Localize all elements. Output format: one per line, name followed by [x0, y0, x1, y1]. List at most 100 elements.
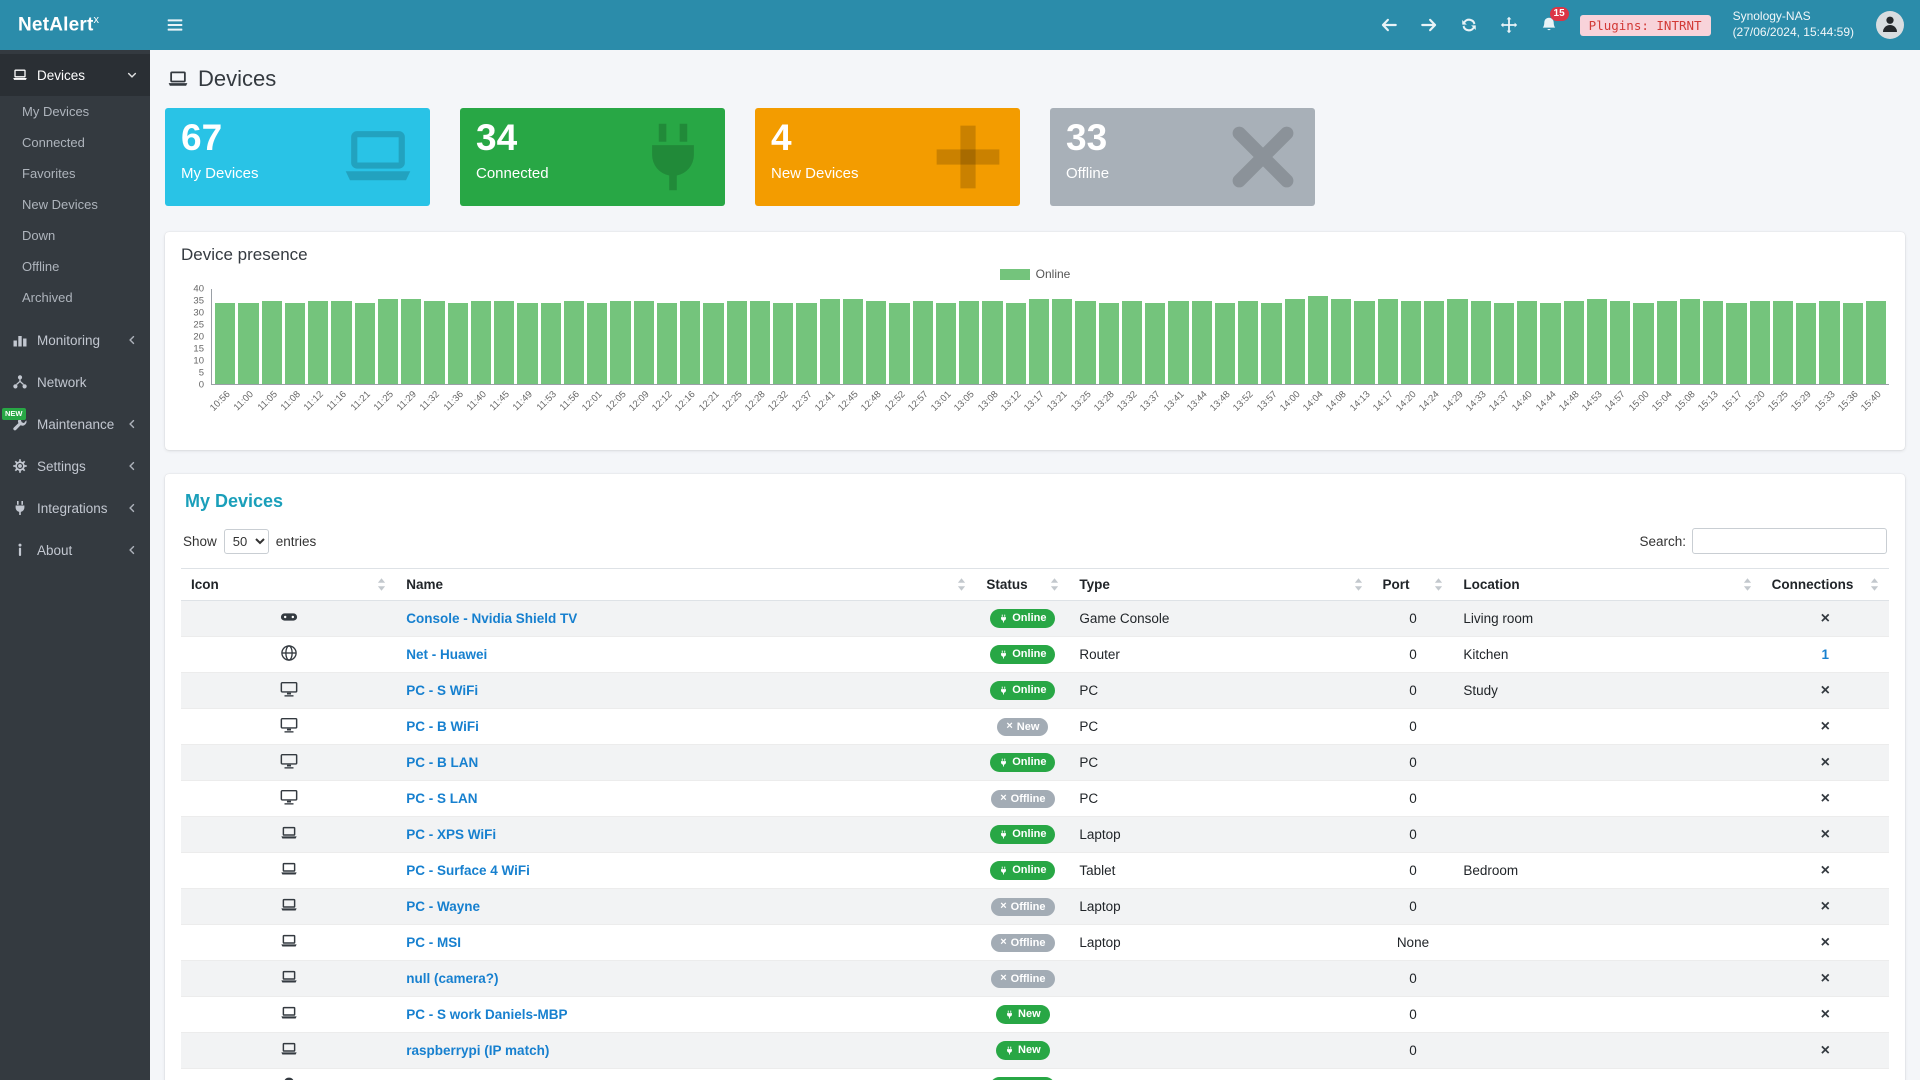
- stat-card-my-devices[interactable]: 67 My Devices: [165, 108, 430, 206]
- avatar[interactable]: [1876, 11, 1904, 39]
- sidebar-subitem-my-devices[interactable]: My Devices: [22, 104, 90, 119]
- back-icon[interactable]: [1380, 16, 1398, 34]
- sidebar-subitem-favorites[interactable]: Favorites: [22, 166, 76, 181]
- device-name-link[interactable]: PC - Surface 4 WiFi: [406, 863, 530, 878]
- sidebar-subitem-new-devices[interactable]: New Devices: [22, 197, 98, 212]
- column-header-name[interactable]: Name: [396, 568, 977, 601]
- presence-bar: [1307, 296, 1328, 384]
- x-tick-label: 11:56: [557, 389, 582, 414]
- sidebar-subitem-connected[interactable]: Connected: [22, 135, 85, 150]
- person-icon: [1880, 11, 1900, 39]
- x-tick-label: 15:04: [1649, 389, 1675, 414]
- x-tick-label: 11:21: [348, 389, 373, 414]
- menu-toggle-icon[interactable]: [166, 16, 184, 34]
- column-header-type[interactable]: Type: [1069, 568, 1373, 601]
- sidebar-item-network[interactable]: Network: [0, 361, 150, 403]
- legend-swatch: [999, 268, 1030, 280]
- laptop-icon: [280, 932, 298, 950]
- sidebar-item-about[interactable]: About: [0, 529, 150, 571]
- column-header-port[interactable]: Port: [1372, 568, 1454, 601]
- new-feature-badge: NEW: [2, 408, 26, 420]
- presence-bar: [1168, 300, 1189, 384]
- device-name-link[interactable]: PC - B WiFi: [406, 719, 479, 734]
- app-logo[interactable]: NetAlertx: [0, 14, 150, 36]
- sidebar: Devices My Devices Connected Favorites New D…: [0, 50, 150, 1080]
- gear-icon: [12, 458, 28, 474]
- sidebar-subitem-archived[interactable]: Archived: [22, 290, 73, 305]
- desktop-icon: [280, 716, 298, 734]
- laptop-icon: [280, 1004, 298, 1022]
- device-row: Light - Sideboard WiFi Online Light 0 ×: [181, 1068, 1889, 1080]
- y-tick-label: 15: [193, 343, 204, 355]
- move-icon[interactable]: [1500, 16, 1518, 34]
- device-type: [1069, 960, 1373, 997]
- device-type: Router: [1069, 636, 1373, 673]
- device-row: PC - S WiFi Online PC 0 Study ×: [181, 672, 1889, 709]
- stat-label: My Devices: [181, 164, 259, 182]
- presence-bar: [1377, 298, 1398, 384]
- x-tick-label: 14:29: [1440, 389, 1466, 414]
- presence-bar: [1284, 298, 1305, 384]
- device-connections: ×: [1761, 1068, 1889, 1080]
- column-header-connections[interactable]: Connections: [1761, 568, 1889, 601]
- presence-bar: [377, 298, 398, 384]
- search-input[interactable]: [1692, 528, 1887, 554]
- presence-bar: [284, 303, 305, 384]
- stat-card-new-devices[interactable]: 4 New Devices: [755, 108, 1020, 206]
- stat-card-offline[interactable]: 33 Offline: [1050, 108, 1315, 206]
- device-status-badge: New: [996, 1005, 1050, 1024]
- connections-link[interactable]: 1: [1821, 647, 1830, 662]
- no-connections-icon: ×: [1820, 609, 1830, 627]
- laptop-icon: [280, 896, 298, 914]
- device-name-link[interactable]: PC - MSI: [406, 935, 462, 950]
- sidebar-item-maintenance[interactable]: NEW Maintenance: [0, 403, 150, 445]
- device-name-link[interactable]: raspberrypi (IP match): [406, 1043, 550, 1058]
- device-name-link[interactable]: PC - B LAN: [406, 755, 479, 770]
- column-header-status[interactable]: Status: [976, 568, 1070, 601]
- device-status-badge: Online: [990, 609, 1056, 628]
- column-header-icon[interactable]: Icon: [181, 568, 397, 601]
- sidebar-item-settings[interactable]: Settings: [0, 445, 150, 487]
- device-connections: ×: [1761, 996, 1889, 1033]
- device-connections: 1: [1761, 636, 1889, 673]
- device-name-link[interactable]: PC - S LAN: [406, 791, 478, 806]
- sidebar-item-devices[interactable]: Devices: [0, 54, 150, 96]
- device-location: Study: [1453, 672, 1762, 709]
- laptop-icon: [280, 860, 298, 878]
- device-name-link[interactable]: PC - S WiFi: [406, 683, 479, 698]
- sidebar-subitem-down[interactable]: Down: [22, 228, 56, 243]
- x-tick-label: 13:44: [1184, 389, 1210, 414]
- forward-icon[interactable]: [1420, 16, 1438, 34]
- sidebar-item-integrations[interactable]: Integrations: [0, 487, 150, 529]
- device-name-link[interactable]: PC - XPS WiFi: [406, 827, 497, 842]
- x-tick-label: 14:53: [1580, 389, 1605, 414]
- presence-bar: [726, 300, 747, 384]
- entries-select[interactable]: 50: [223, 528, 269, 554]
- device-name-link[interactable]: null (camera?): [406, 971, 499, 986]
- stat-card-connected[interactable]: 34 Connected: [460, 108, 725, 206]
- topbar: NetAlertx 15 Plugins: INTRNT Synology-NA…: [0, 0, 1920, 50]
- device-name-link[interactable]: PC - Wayne: [406, 899, 481, 914]
- presence-card-title: Device presence: [181, 245, 308, 264]
- no-connections-icon: ×: [1820, 717, 1830, 735]
- refresh-icon[interactable]: [1460, 16, 1478, 34]
- column-header-location[interactable]: Location: [1453, 568, 1762, 601]
- sidebar-subitem-offline[interactable]: Offline: [22, 259, 60, 274]
- notifications-icon[interactable]: 15: [1540, 7, 1569, 34]
- sidebar-item-monitoring[interactable]: Monitoring: [0, 319, 150, 361]
- plugins-status-badge[interactable]: Plugins: INTRNT: [1579, 14, 1711, 36]
- chart-y-axis: 0 5 10 15 20 25 30 35 40: [181, 284, 211, 391]
- device-port: 0: [1372, 600, 1454, 637]
- device-status-badge: × Offline: [991, 969, 1055, 988]
- y-tick-label: 35: [193, 295, 204, 307]
- device-name-link[interactable]: PC - S work Daniels-MBP: [406, 1007, 568, 1022]
- device-name-link[interactable]: Net - Huawei: [406, 647, 488, 662]
- sort-icon: [1434, 578, 1443, 591]
- device-row: PC - B WiFi × New PC 0 ×: [181, 708, 1889, 745]
- plus-icon: [930, 119, 1006, 195]
- device-name-link[interactable]: Console - Nvidia Shield TV: [406, 611, 578, 626]
- presence-bar: [1610, 300, 1631, 384]
- device-location: Kitchen: [1453, 636, 1762, 673]
- presence-bar: [656, 303, 677, 384]
- x-tick-label: 11:45: [487, 389, 512, 414]
